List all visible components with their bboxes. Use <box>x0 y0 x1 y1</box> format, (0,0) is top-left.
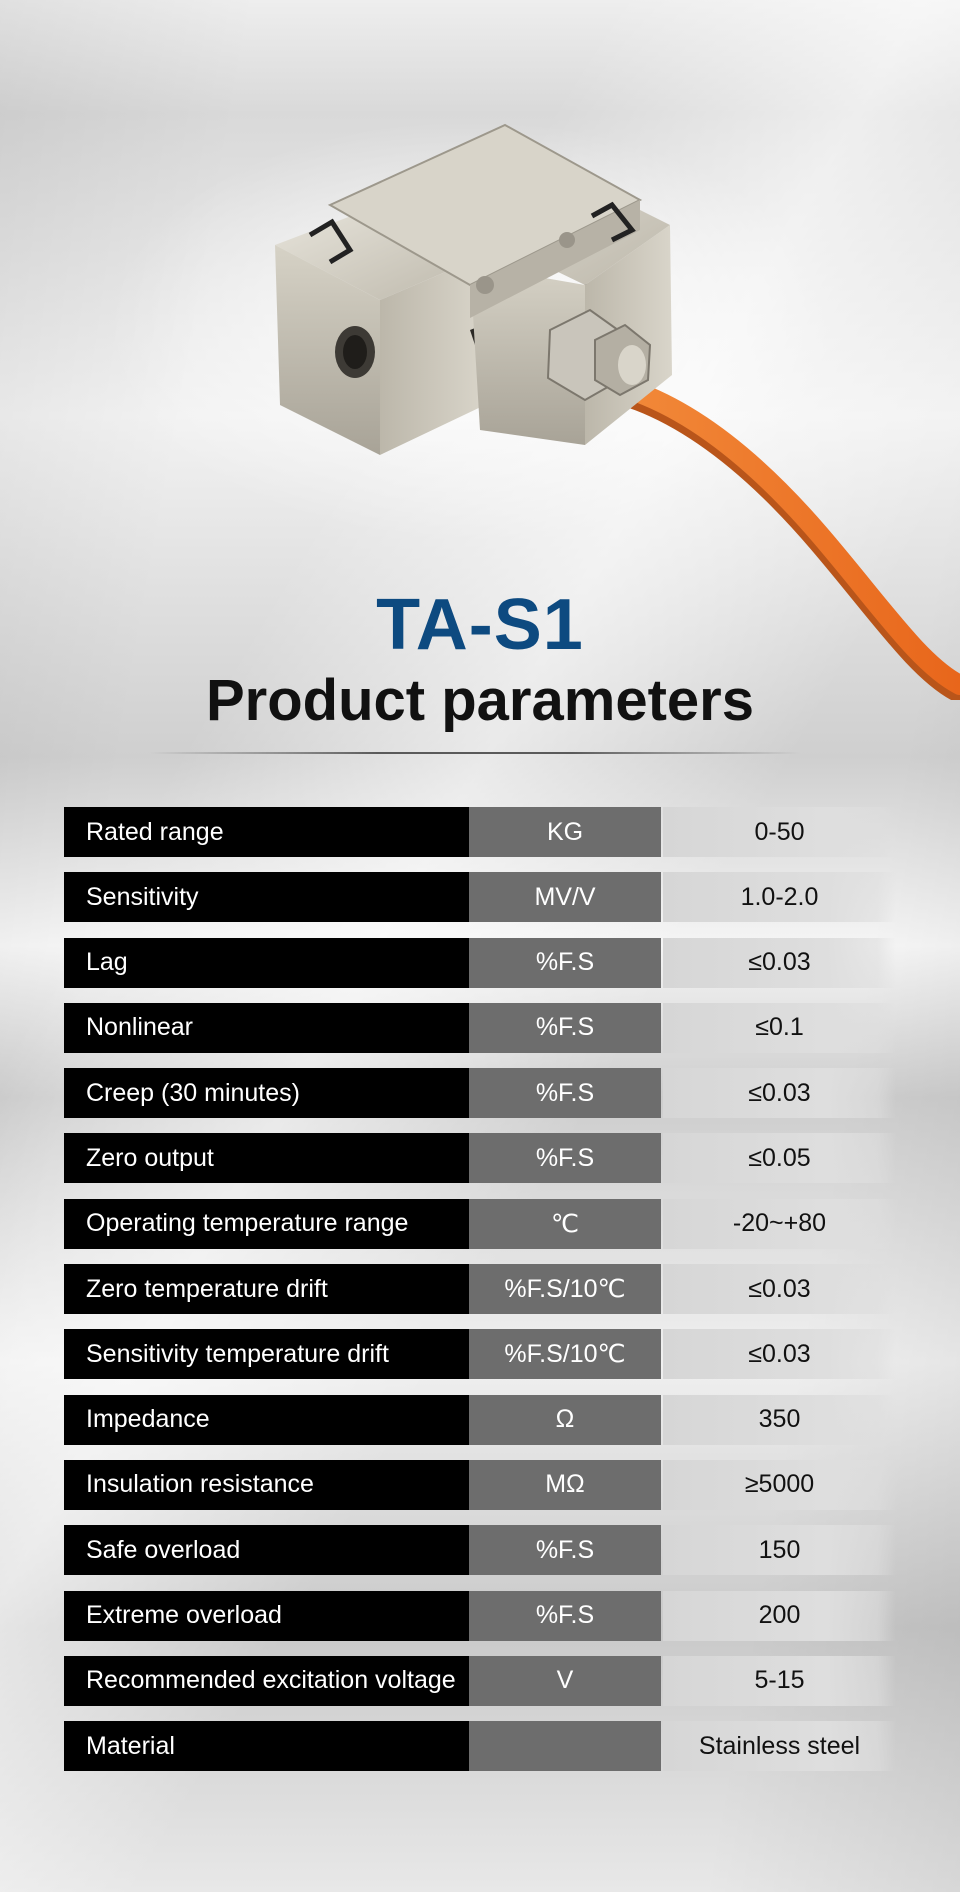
parameter-value: ≤0.03 <box>663 1068 896 1119</box>
parameter-row: Recommended excitation voltage V 5-15 <box>64 1655 896 1706</box>
parameter-unit: KG <box>469 807 661 857</box>
parameter-row: Sensitivity MV/V 1.0-2.0 <box>64 872 896 923</box>
parameter-value: 350 <box>663 1394 896 1445</box>
parameter-value: 1.0-2.0 <box>663 872 896 923</box>
parameter-row: Rated range KG 0-50 <box>64 807 896 857</box>
parameter-row: Impedance Ω 350 <box>64 1394 896 1445</box>
parameter-row: Zero output %F.S ≤0.05 <box>64 1133 896 1184</box>
parameter-value: ≤0.03 <box>663 1329 896 1380</box>
model-number: TA-S1 <box>376 585 584 665</box>
parameter-row: Sensitivity temperature drift %F.S/10℃ ≤0.… <box>64 1329 896 1380</box>
parameter-unit: ℃ <box>469 1198 661 1249</box>
title-block: TA-S1 Product parameters <box>0 585 960 735</box>
parameter-name: Recommended excitation voltage <box>64 1655 469 1706</box>
parameter-name: Sensitivity temperature drift <box>64 1329 469 1380</box>
parameter-unit: %F.S <box>469 937 661 988</box>
parameter-value: ≥5000 <box>663 1459 896 1510</box>
parameter-row: Zero temperature drift %F.S/10℃ ≤0.03 <box>64 1264 896 1315</box>
parameters-table: Rated range KG 0-50 Sensitivity MV/V 1.0-2.0 L… <box>64 807 896 1786</box>
parameter-value: 150 <box>663 1525 896 1576</box>
parameter-row: Creep (30 minutes) %F.S ≤0.03 <box>64 1068 896 1119</box>
parameter-value: Stainless steel <box>663 1721 896 1772</box>
parameter-unit: %F.S/10℃ <box>469 1264 661 1315</box>
s-type-load-cell-icon <box>275 123 960 700</box>
title-divider <box>150 752 800 754</box>
parameter-unit <box>469 1721 661 1772</box>
parameter-name: Zero temperature drift <box>64 1264 469 1315</box>
parameter-name: Creep (30 minutes) <box>64 1068 469 1119</box>
parameter-value: ≤0.03 <box>663 1264 896 1315</box>
parameter-row: Insulation resistance MΩ ≥5000 <box>64 1459 896 1510</box>
parameter-name: Nonlinear <box>64 1002 469 1053</box>
parameter-name: Safe overload <box>64 1525 469 1576</box>
parameter-value: 200 <box>663 1590 896 1641</box>
parameter-unit: %F.S <box>469 1068 661 1119</box>
parameter-name: Operating temperature range <box>64 1198 469 1249</box>
product-photo <box>275 123 960 700</box>
parameter-name: Impedance <box>64 1394 469 1445</box>
parameter-row: Safe overload %F.S 150 <box>64 1525 896 1576</box>
page-title: Product parameters <box>206 668 754 733</box>
parameter-name: Rated range <box>64 807 469 857</box>
parameter-unit: %F.S <box>469 1133 661 1184</box>
parameter-unit: %F.S <box>469 1525 661 1576</box>
parameter-name: Insulation resistance <box>64 1459 469 1510</box>
parameter-unit: V <box>469 1655 661 1706</box>
parameter-name: Sensitivity <box>64 872 469 923</box>
parameter-unit: MΩ <box>469 1459 661 1510</box>
parameter-name: Zero output <box>64 1133 469 1184</box>
parameter-unit: MV/V <box>469 872 661 923</box>
parameter-row: Operating temperature range ℃ -20~+80 <box>64 1198 896 1249</box>
parameter-row: Extreme overload %F.S 200 <box>64 1590 896 1641</box>
parameter-row: Material Stainless steel <box>64 1721 896 1772</box>
parameter-value: 5-15 <box>663 1655 896 1706</box>
parameter-row: Lag %F.S ≤0.03 <box>64 937 896 988</box>
parameter-value: ≤0.05 <box>663 1133 896 1184</box>
parameter-value: ≤0.03 <box>663 937 896 988</box>
parameter-unit: %F.S <box>469 1590 661 1641</box>
parameter-value: ≤0.1 <box>663 1002 896 1053</box>
parameter-name: Material <box>64 1721 469 1772</box>
parameter-unit: %F.S/10℃ <box>469 1329 661 1380</box>
parameter-value: -20~+80 <box>663 1198 896 1249</box>
parameter-row: Nonlinear %F.S ≤0.1 <box>64 1002 896 1053</box>
parameter-unit: %F.S <box>469 1002 661 1053</box>
parameter-name: Extreme overload <box>64 1590 469 1641</box>
parameter-value: 0-50 <box>663 807 896 857</box>
parameter-unit: Ω <box>469 1394 661 1445</box>
parameter-name: Lag <box>64 937 469 988</box>
